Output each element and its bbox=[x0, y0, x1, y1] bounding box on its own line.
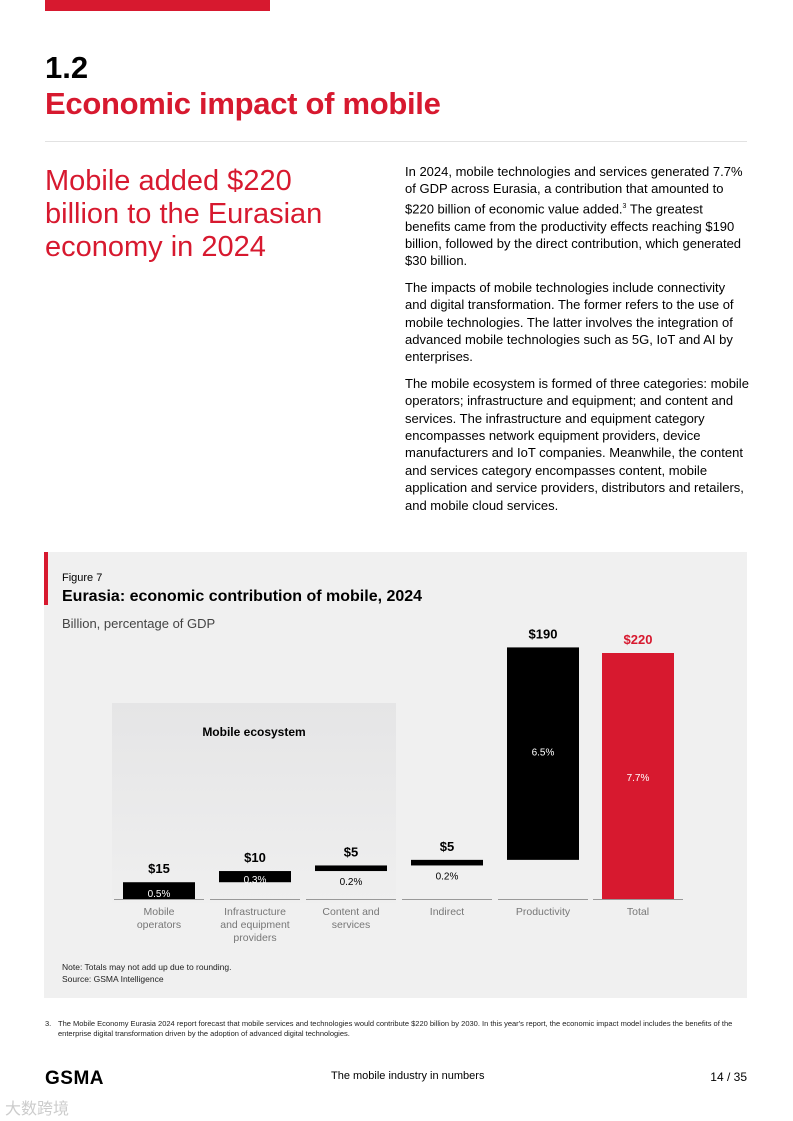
gdp-share-label: 0.5% bbox=[148, 889, 171, 900]
value-label: $5 bbox=[344, 844, 358, 859]
body-text: In 2024, mobile technologies and service… bbox=[405, 163, 750, 523]
footnote-ref[interactable]: 3 bbox=[622, 202, 627, 210]
value-label: $5 bbox=[440, 839, 454, 854]
figure-note: Note: Totals may not add up due to round… bbox=[62, 962, 232, 984]
bar-0 bbox=[123, 882, 195, 899]
watermark: 大数跨境 bbox=[5, 1101, 70, 1118]
category-label: Content and bbox=[322, 906, 379, 918]
section-title: Economic impact of mobile bbox=[45, 86, 441, 121]
gsma-logo: GSMA bbox=[45, 1068, 104, 1089]
figure-label: Figure 7 bbox=[62, 572, 103, 584]
value-label: $190 bbox=[529, 626, 558, 641]
gdp-share-label: 0.2% bbox=[340, 877, 363, 888]
figure-accent bbox=[44, 552, 48, 605]
paragraph: The impacts of mobile technologies inclu… bbox=[405, 279, 734, 365]
footnote: 3. The Mobile Economy Eurasia 2024 report… bbox=[45, 1019, 733, 1038]
figure-7: Figure 7 Eurasia: economic contribution … bbox=[44, 552, 747, 998]
top-accent-bar bbox=[45, 0, 270, 11]
paragraph: The mobile ecosystem is formed of three … bbox=[405, 375, 749, 513]
category-label: providers bbox=[233, 932, 276, 944]
page-number: 14 / 35 bbox=[710, 1070, 747, 1084]
category-label: operators bbox=[137, 919, 181, 931]
divider bbox=[45, 141, 747, 142]
category-label: services bbox=[332, 919, 371, 931]
category-label: and equipment bbox=[220, 919, 290, 931]
figure-title: Eurasia: economic contribution of mobile… bbox=[62, 588, 423, 605]
value-label: $15 bbox=[148, 861, 170, 876]
figure-source: Source: GSMA Intelligence bbox=[62, 974, 164, 984]
value-label: $220 bbox=[624, 632, 653, 647]
bar-3 bbox=[411, 859, 483, 866]
lead-heading: Mobile added $220 billion to the Eurasia… bbox=[45, 165, 323, 263]
section-number: 1.2 bbox=[45, 50, 89, 85]
paragraph: In 2024, mobile technologies and service… bbox=[405, 164, 743, 269]
category-label: Indirect bbox=[430, 906, 465, 918]
bar-1 bbox=[219, 871, 291, 883]
group-label: Mobile ecosystem bbox=[202, 725, 306, 739]
footer-title: The mobile industry in numbers bbox=[331, 1070, 485, 1082]
gdp-share-label: 0.3% bbox=[244, 875, 267, 886]
category-label: Productivity bbox=[516, 906, 571, 918]
figure-subtitle: Billion, percentage of GDP bbox=[62, 616, 216, 631]
bar-4 bbox=[507, 647, 579, 860]
bar-2 bbox=[315, 865, 387, 872]
bar-5 bbox=[602, 653, 674, 899]
category-label: Infrastructure bbox=[224, 906, 286, 918]
gdp-share-label: 6.5% bbox=[532, 747, 555, 758]
gdp-share-label: 7.7% bbox=[627, 773, 650, 784]
category-label: Total bbox=[627, 906, 649, 918]
value-label: $10 bbox=[244, 850, 266, 865]
category-label: Mobile bbox=[144, 906, 175, 918]
gdp-share-label: 0.2% bbox=[436, 871, 459, 882]
